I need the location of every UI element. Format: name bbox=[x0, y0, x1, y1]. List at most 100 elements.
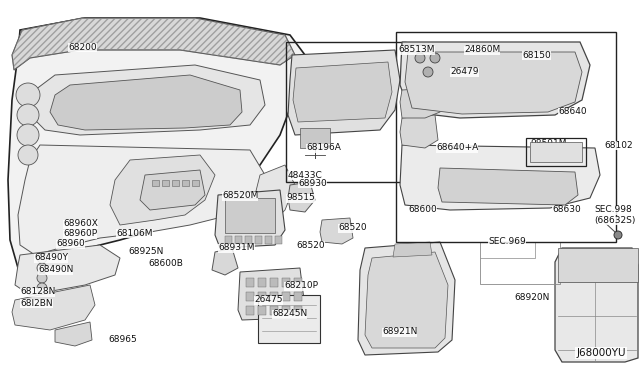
Polygon shape bbox=[288, 50, 400, 135]
Polygon shape bbox=[365, 252, 448, 348]
Text: 26475: 26475 bbox=[254, 295, 282, 305]
Bar bbox=[526, 138, 586, 166]
Polygon shape bbox=[15, 245, 120, 295]
Text: 98591M: 98591M bbox=[530, 138, 566, 148]
Polygon shape bbox=[212, 248, 238, 275]
Bar bbox=[396, 32, 616, 242]
Bar bbox=[246, 306, 254, 315]
Text: 68490Y: 68490Y bbox=[34, 253, 68, 263]
Polygon shape bbox=[18, 145, 265, 255]
Bar bbox=[294, 306, 302, 315]
Text: 68640: 68640 bbox=[558, 108, 587, 116]
Text: 68245N: 68245N bbox=[272, 310, 307, 318]
Polygon shape bbox=[110, 155, 215, 225]
Bar bbox=[294, 292, 302, 301]
Polygon shape bbox=[8, 18, 305, 275]
Bar bbox=[300, 128, 330, 148]
Text: 68600B: 68600B bbox=[148, 259, 183, 267]
Text: 98515: 98515 bbox=[286, 193, 315, 202]
Bar bbox=[258, 292, 266, 301]
Polygon shape bbox=[288, 182, 315, 212]
Polygon shape bbox=[12, 18, 295, 70]
Bar bbox=[258, 306, 266, 315]
Circle shape bbox=[16, 83, 40, 107]
Bar bbox=[182, 180, 189, 186]
Text: 24860M: 24860M bbox=[464, 45, 500, 55]
Bar bbox=[270, 278, 278, 287]
Circle shape bbox=[37, 263, 47, 273]
Bar bbox=[245, 236, 252, 244]
Bar bbox=[258, 295, 320, 343]
Bar bbox=[270, 292, 278, 301]
Text: 68960: 68960 bbox=[56, 240, 84, 248]
Text: J68000YU: J68000YU bbox=[577, 348, 626, 358]
Polygon shape bbox=[400, 88, 440, 118]
Circle shape bbox=[423, 67, 433, 77]
Bar bbox=[225, 198, 275, 233]
Polygon shape bbox=[320, 218, 353, 244]
Bar bbox=[246, 278, 254, 287]
Text: 68128N: 68128N bbox=[20, 288, 56, 296]
Text: 68921N: 68921N bbox=[382, 327, 417, 337]
Text: 68520: 68520 bbox=[296, 241, 324, 250]
Text: 68931M: 68931M bbox=[218, 244, 255, 253]
Text: 68920N: 68920N bbox=[514, 294, 549, 302]
Polygon shape bbox=[293, 62, 392, 122]
Text: SEC.969: SEC.969 bbox=[488, 237, 525, 246]
Bar bbox=[480, 242, 560, 284]
Polygon shape bbox=[358, 242, 455, 355]
Polygon shape bbox=[530, 142, 582, 162]
Polygon shape bbox=[12, 285, 95, 330]
Bar bbox=[286, 42, 406, 182]
Bar bbox=[258, 278, 266, 287]
Bar bbox=[172, 180, 179, 186]
Bar bbox=[235, 236, 242, 244]
Text: 68960X: 68960X bbox=[63, 219, 98, 228]
Text: 68640+A: 68640+A bbox=[436, 144, 478, 153]
Polygon shape bbox=[245, 165, 295, 230]
Bar bbox=[282, 292, 290, 301]
Text: 68106M: 68106M bbox=[116, 228, 152, 237]
Text: 68520M: 68520M bbox=[222, 192, 259, 201]
Text: SEC.998: SEC.998 bbox=[594, 205, 632, 215]
Text: 68200: 68200 bbox=[68, 42, 97, 51]
Text: 68960P: 68960P bbox=[63, 230, 97, 238]
Text: 68925N: 68925N bbox=[128, 247, 163, 257]
Text: 68150: 68150 bbox=[522, 51, 551, 60]
Text: 26479: 26479 bbox=[450, 67, 479, 77]
Bar bbox=[225, 236, 232, 244]
Bar bbox=[152, 180, 159, 186]
Bar bbox=[294, 278, 302, 287]
Polygon shape bbox=[140, 170, 205, 210]
Circle shape bbox=[37, 283, 47, 293]
Polygon shape bbox=[393, 242, 432, 257]
Polygon shape bbox=[55, 322, 92, 346]
Text: (68632S): (68632S) bbox=[594, 215, 636, 224]
Circle shape bbox=[37, 273, 47, 283]
Text: 68930: 68930 bbox=[298, 179, 327, 187]
Bar bbox=[162, 180, 169, 186]
Text: 68630: 68630 bbox=[552, 205, 580, 215]
Bar bbox=[192, 180, 199, 186]
Polygon shape bbox=[405, 52, 582, 114]
Text: 68210P: 68210P bbox=[284, 282, 318, 291]
Polygon shape bbox=[30, 65, 265, 135]
Bar bbox=[282, 306, 290, 315]
Polygon shape bbox=[555, 248, 638, 362]
Polygon shape bbox=[400, 145, 600, 210]
Bar bbox=[558, 248, 638, 282]
Circle shape bbox=[17, 124, 39, 146]
Text: 68965: 68965 bbox=[108, 336, 137, 344]
Bar bbox=[270, 306, 278, 315]
Circle shape bbox=[17, 104, 39, 126]
Polygon shape bbox=[400, 42, 590, 118]
Circle shape bbox=[614, 231, 622, 239]
Text: 48433C: 48433C bbox=[288, 170, 323, 180]
Bar bbox=[265, 236, 272, 244]
Circle shape bbox=[37, 253, 47, 263]
Bar bbox=[275, 236, 282, 244]
Polygon shape bbox=[215, 190, 285, 248]
Text: 68102: 68102 bbox=[604, 141, 632, 150]
Bar bbox=[282, 278, 290, 287]
Text: 68490N: 68490N bbox=[38, 266, 74, 275]
